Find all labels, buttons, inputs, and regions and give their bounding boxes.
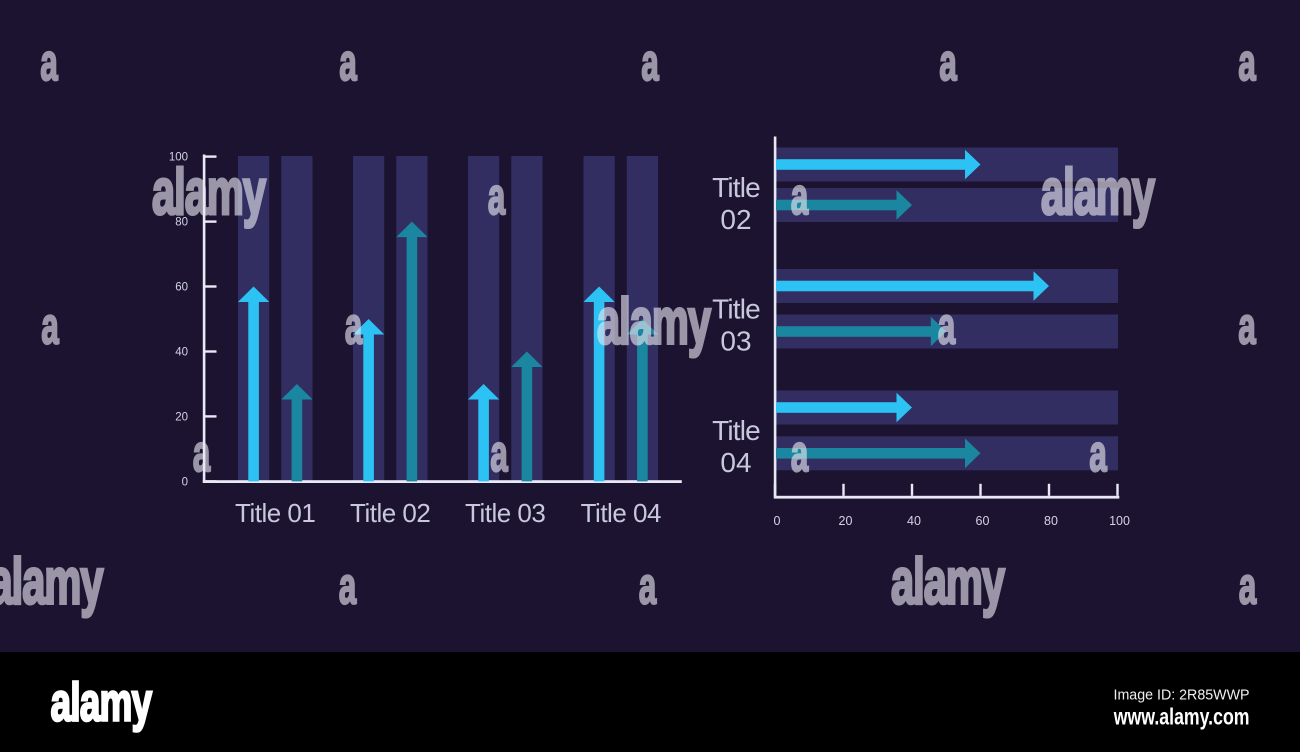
- svg-text:a: a: [1238, 34, 1256, 92]
- svg-text:a: a: [345, 297, 363, 355]
- svg-text:a: a: [193, 425, 211, 483]
- svg-text:a: a: [939, 34, 957, 92]
- svg-text:80: 80: [175, 217, 188, 229]
- svg-text:Title: Title: [712, 294, 760, 325]
- svg-text:a: a: [488, 168, 506, 226]
- svg-text:a: a: [339, 557, 357, 615]
- svg-text:alamy: alamy: [891, 545, 1006, 618]
- svg-text:20: 20: [175, 411, 188, 423]
- svg-text:Image ID: 2R85WWP: Image ID: 2R85WWP: [1113, 687, 1249, 703]
- svg-text:a: a: [1238, 297, 1256, 355]
- svg-text:alamy: alamy: [0, 545, 104, 618]
- svg-text:Title 01: Title 01: [235, 498, 315, 528]
- svg-text:a: a: [1089, 425, 1107, 483]
- svg-text:alamy: alamy: [597, 285, 712, 358]
- svg-text:40: 40: [907, 514, 921, 528]
- svg-text:02: 02: [720, 204, 751, 235]
- svg-text:20: 20: [839, 514, 853, 528]
- svg-text:alamy: alamy: [152, 156, 267, 229]
- svg-text:a: a: [339, 34, 357, 92]
- svg-text:Title 03: Title 03: [465, 498, 545, 528]
- svg-text:Title 04: Title 04: [581, 498, 661, 528]
- svg-text:alamy: alamy: [1041, 156, 1156, 229]
- svg-text:0: 0: [774, 514, 781, 528]
- svg-text:a: a: [641, 34, 659, 92]
- svg-text:60: 60: [976, 514, 990, 528]
- svg-text:80: 80: [1044, 514, 1058, 528]
- svg-text:www.alamy.com: www.alamy.com: [1113, 704, 1250, 730]
- svg-text:a: a: [791, 425, 809, 483]
- svg-text:Title: Title: [712, 172, 760, 203]
- svg-text:60: 60: [175, 282, 188, 294]
- svg-text:alamy: alamy: [51, 671, 153, 732]
- svg-text:0: 0: [182, 476, 188, 488]
- svg-text:Title 02: Title 02: [350, 498, 430, 528]
- svg-text:100: 100: [1109, 514, 1130, 528]
- svg-text:a: a: [41, 297, 59, 355]
- svg-text:a: a: [938, 297, 956, 355]
- svg-text:a: a: [1239, 557, 1257, 615]
- svg-text:04: 04: [720, 447, 751, 478]
- svg-text:100: 100: [169, 152, 188, 164]
- svg-text:a: a: [791, 168, 809, 226]
- svg-text:40: 40: [175, 347, 188, 359]
- svg-text:a: a: [639, 557, 657, 615]
- svg-text:03: 03: [720, 326, 751, 357]
- svg-text:Title: Title: [712, 415, 760, 446]
- svg-text:a: a: [40, 34, 58, 92]
- svg-text:a: a: [490, 425, 508, 483]
